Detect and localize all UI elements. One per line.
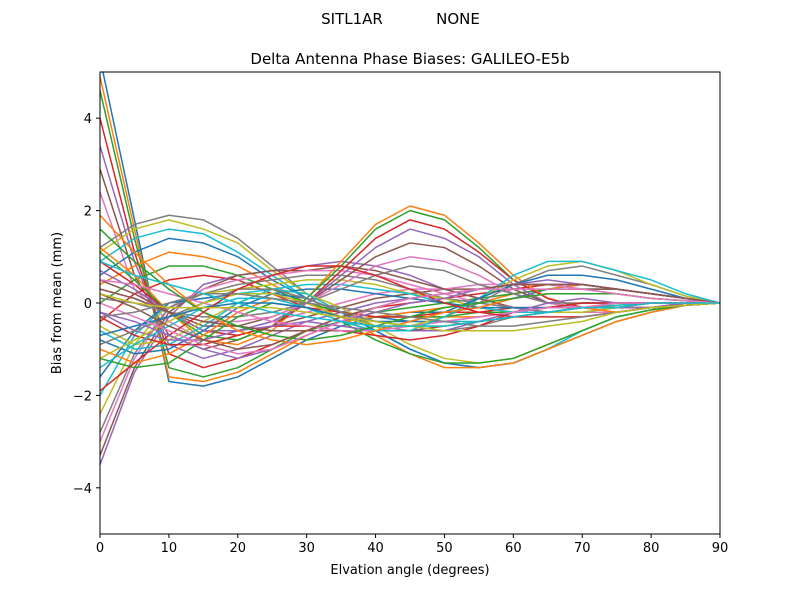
x-tick-label: 20	[230, 541, 247, 556]
y-tick-label: −2	[73, 389, 92, 404]
x-tick-label: 30	[298, 541, 315, 556]
x-tick-label: 60	[505, 541, 522, 556]
suptitle-station: SITL1AR	[321, 10, 383, 28]
y-axis: −4 −2 0 2 4	[73, 112, 100, 497]
y-tick-label: 0	[84, 297, 92, 312]
x-tick-label: 70	[574, 541, 591, 556]
series-layer	[100, 72, 720, 465]
x-tick-label: 50	[436, 541, 453, 556]
suptitle-radome: NONE	[436, 10, 480, 28]
y-tick-label: −4	[73, 482, 92, 497]
y-axis-label: Bias from mean (mm)	[50, 232, 65, 374]
x-axis: 0 10 20 30 40 50 60 70 80 90	[96, 534, 728, 556]
x-tick-label: 10	[161, 541, 178, 556]
x-tick-label: 40	[367, 541, 384, 556]
series-line-47	[100, 288, 720, 355]
x-tick-label: 90	[712, 541, 729, 556]
x-axis-label: Elvation angle (degrees)	[330, 563, 489, 578]
x-tick-label: 0	[96, 541, 104, 556]
x-tick-label: 80	[643, 541, 660, 556]
y-tick-label: 4	[84, 112, 92, 127]
chart-title: Delta Antenna Phase Biases: GALILEO-E5b	[250, 50, 569, 68]
series-line-50	[100, 260, 720, 327]
y-tick-label: 2	[84, 205, 92, 220]
